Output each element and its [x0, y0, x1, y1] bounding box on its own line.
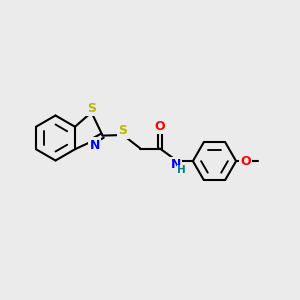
Text: O: O [240, 154, 251, 168]
Text: O: O [154, 120, 165, 133]
Text: H: H [177, 165, 186, 175]
Text: N: N [90, 139, 100, 152]
Text: S: S [118, 124, 127, 137]
Text: S: S [87, 102, 96, 115]
Text: N: N [171, 158, 181, 171]
